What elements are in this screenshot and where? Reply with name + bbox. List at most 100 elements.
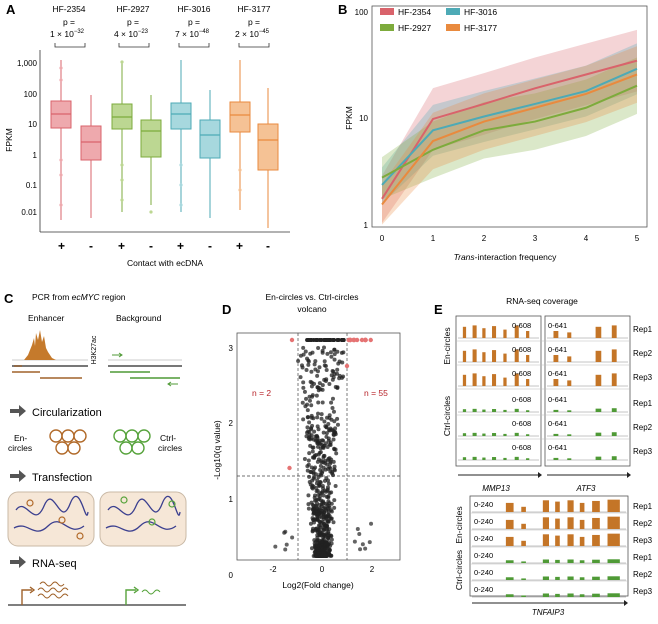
volcano-point <box>326 456 331 461</box>
volcano-point <box>301 380 306 385</box>
volcano-point <box>317 438 322 443</box>
contact-sign: + <box>118 239 125 253</box>
coverage-bar <box>567 410 572 412</box>
coverage-bar <box>611 325 617 338</box>
cell-body <box>7 491 95 547</box>
volcano-point <box>320 484 325 489</box>
outlier-point <box>59 66 63 70</box>
coverage-bar <box>555 559 560 563</box>
volcano-point <box>315 444 320 449</box>
significance-bracket <box>118 43 150 48</box>
volcano-point <box>312 541 317 546</box>
volcano-point <box>325 351 330 356</box>
coverage-bar <box>595 350 602 362</box>
volcano-point <box>336 361 341 366</box>
x-tick-label: 2 <box>370 565 375 574</box>
chromatin <box>13 495 89 532</box>
x-tick-label: 0 <box>320 565 325 574</box>
outlier-point <box>179 183 183 187</box>
coverage-bar <box>505 536 514 546</box>
volcano-point <box>321 465 326 470</box>
volcano-point <box>335 416 340 421</box>
contact-sign: + <box>236 239 243 253</box>
ctrl-circles-group-label: Ctrl-circles <box>442 396 452 436</box>
y-ticks: 100 10 1 <box>355 8 369 230</box>
gene-label-atf3: ATF3 <box>576 484 597 493</box>
volcano-point <box>298 353 303 358</box>
volcano-point <box>329 490 334 495</box>
circle-dna <box>58 516 66 524</box>
volcano-point <box>317 365 322 370</box>
volcano-point <box>317 450 322 455</box>
box <box>229 101 251 133</box>
coverage-bar <box>492 374 497 386</box>
rep-label: Rep3 <box>633 373 653 382</box>
volcano-point <box>331 409 336 414</box>
track-range-label: 0-240 <box>474 517 493 526</box>
volcano-point <box>321 527 326 532</box>
coverage-bar <box>514 325 519 338</box>
coverage-bar <box>592 559 600 563</box>
coverage-bar <box>503 377 507 386</box>
volcano-point <box>313 465 318 470</box>
boxplot-hf2927-plus <box>111 60 133 212</box>
coverage-bar <box>482 409 486 412</box>
volcano-point <box>311 506 316 511</box>
panel-d: D En-circles vs. Ctrl-circles volcano 3 … <box>212 292 401 590</box>
y-axis-label: FPKM <box>344 106 354 130</box>
volcano-point <box>323 553 328 558</box>
volcano-point <box>316 493 321 498</box>
volcano-point <box>312 362 317 367</box>
volcano-point <box>307 420 312 425</box>
volcano-point <box>335 385 340 390</box>
volcano-point <box>313 359 318 364</box>
coverage-bar <box>607 593 620 597</box>
coverage-bar <box>567 380 572 386</box>
volcano-point <box>330 368 335 373</box>
coverage-bar <box>611 349 617 362</box>
panel-b: B FPKM 100 10 1 0 1 2 3 4 5 Trans-interaction… <box>338 2 648 262</box>
legend-swatch <box>380 24 394 31</box>
volcano-point <box>312 475 317 480</box>
step-arrow-icon <box>10 556 26 568</box>
box <box>140 119 162 158</box>
coverage-bar <box>521 561 526 563</box>
volcano-point <box>309 465 314 470</box>
volcano-point <box>335 349 340 354</box>
y-tick-label: 100 <box>24 90 38 99</box>
coverage-bar <box>505 560 514 563</box>
promoter-arrow <box>125 589 136 605</box>
volcano-point-up <box>351 337 356 343</box>
bottom-coverage-tracks: 0-240 0-240 0-240 0-240 0-240 0-240 <box>470 499 628 598</box>
coverage-bar <box>503 409 507 412</box>
track-range-label: 0-240 <box>474 585 493 594</box>
volcano-point <box>326 422 331 427</box>
volcano-point <box>300 365 305 370</box>
rep-labels-bottom: Rep1 Rep2 Rep3 Rep1 Rep2 Rep3 <box>633 502 653 596</box>
coverage-bar <box>567 500 574 512</box>
coverage-bar <box>526 458 530 460</box>
box <box>257 123 279 171</box>
volcano-point-up <box>363 337 368 343</box>
volcano-point <box>311 416 316 421</box>
box <box>170 102 192 130</box>
coverage-bar <box>521 595 526 597</box>
x-axis-label: Trans-interaction frequency <box>454 252 558 262</box>
coverage-bar <box>462 326 467 338</box>
coverage-bar <box>579 577 585 580</box>
panel-d-letter: D <box>222 302 231 317</box>
volcano-point <box>324 527 329 532</box>
outlier-point <box>179 203 183 207</box>
x-tick-label: 1 <box>431 234 436 243</box>
volcano-point <box>358 547 363 552</box>
track-range-label: 0-608 <box>512 395 531 404</box>
coverage-bar <box>595 374 602 386</box>
volcano-point <box>315 373 320 378</box>
coverage-bar <box>482 376 486 386</box>
volcano-point <box>306 506 311 511</box>
volcano-point <box>301 417 306 422</box>
volcano-point <box>323 547 328 552</box>
volcano-point <box>310 393 315 398</box>
coverage-bar <box>542 559 549 563</box>
